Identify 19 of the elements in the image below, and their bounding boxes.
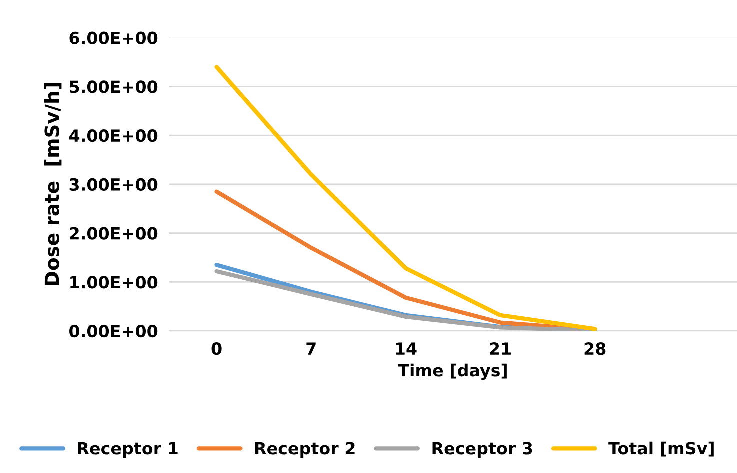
y-tick-label: 1.00E+00 bbox=[70, 276, 158, 289]
y-tick-label: 5.00E+00 bbox=[70, 80, 158, 94]
x-tick-label: 14 bbox=[396, 342, 417, 355]
x-tick-label: 0 bbox=[212, 342, 222, 356]
legend-label: Receptor 2 bbox=[255, 442, 355, 458]
legend-label: Receptor 3 bbox=[432, 442, 532, 458]
x-tick-label: 7 bbox=[306, 342, 316, 355]
y-tick-label: 6.00E+00 bbox=[70, 32, 158, 44]
y-tick-label: 3.00E+00 bbox=[70, 178, 158, 192]
x-axis-title: Time [days] bbox=[398, 364, 507, 380]
y-tick-label: 0.00E+00 bbox=[70, 325, 158, 338]
legend-label: Receptor 1 bbox=[78, 442, 178, 458]
x-tick-label: 28 bbox=[584, 342, 606, 356]
y-axis-title: Dose rate [mSv/h] bbox=[44, 83, 62, 286]
x-tick-label: 21 bbox=[490, 342, 511, 355]
line-series bbox=[214, 65, 598, 332]
legend-label: Total [mSv] bbox=[608, 442, 714, 457]
y-tick-label: 4.00E+00 bbox=[69, 130, 158, 142]
y-tick-label: 2.00E+00 bbox=[70, 227, 158, 240]
